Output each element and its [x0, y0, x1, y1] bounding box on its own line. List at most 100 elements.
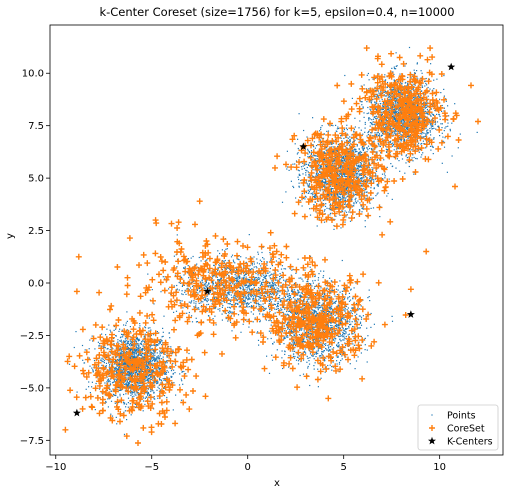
point-marker [208, 283, 210, 285]
point-marker [159, 392, 161, 394]
point-marker [181, 277, 183, 279]
point-marker [242, 286, 244, 288]
point-marker [175, 254, 177, 256]
point-marker [157, 366, 159, 368]
point-marker [240, 256, 242, 258]
point-marker [153, 408, 155, 410]
point-marker [230, 256, 233, 258]
point-marker [125, 393, 127, 395]
point-marker [195, 264, 197, 266]
point-marker [157, 355, 159, 357]
point-marker [223, 261, 225, 263]
point-marker [88, 348, 90, 350]
point-marker [352, 310, 354, 312]
point-marker [238, 280, 240, 283]
point-marker [182, 383, 184, 385]
point-marker [280, 285, 282, 287]
point-marker [360, 318, 363, 320]
point-marker [290, 274, 292, 276]
point-marker [138, 338, 140, 340]
point-marker [313, 324, 315, 326]
point-marker [122, 369, 124, 371]
point-marker [181, 380, 183, 382]
point-marker [230, 312, 232, 314]
point-marker [356, 320, 358, 322]
point-marker [331, 315, 333, 317]
point-marker [149, 344, 151, 347]
point-marker [249, 290, 251, 292]
point-marker [157, 397, 159, 399]
point-marker [247, 294, 249, 296]
point-marker [294, 305, 296, 307]
point-marker [303, 307, 305, 309]
point-marker [212, 276, 214, 278]
point-marker [298, 298, 300, 300]
point-marker [248, 287, 250, 289]
point-marker [324, 356, 326, 358]
point-marker [230, 286, 233, 288]
point-marker [352, 307, 354, 309]
point-marker [234, 277, 237, 279]
point-marker [243, 296, 245, 298]
point-marker [110, 400, 113, 402]
point-marker [229, 306, 231, 308]
point-marker [234, 274, 236, 276]
point-marker [296, 356, 299, 358]
point-marker [89, 339, 91, 341]
point-marker [322, 368, 324, 370]
point-marker [134, 353, 136, 355]
point-marker [221, 283, 223, 286]
point-marker [339, 300, 342, 302]
point-marker [162, 378, 164, 380]
point-marker [295, 294, 297, 296]
point-marker [336, 356, 338, 358]
point-marker [121, 347, 123, 349]
point-marker [302, 339, 304, 341]
point-marker [153, 382, 155, 384]
point-marker [301, 308, 303, 310]
point-marker [325, 288, 327, 290]
point-marker [152, 371, 154, 373]
point-marker [246, 291, 248, 293]
point-marker [146, 367, 149, 370]
point-marker [304, 315, 306, 317]
point-marker [169, 337, 171, 339]
point-marker [331, 290, 333, 292]
point-marker [151, 376, 153, 378]
point-marker [126, 384, 128, 386]
point-marker [325, 285, 327, 287]
point-marker [126, 329, 129, 331]
point-marker [345, 344, 347, 346]
point-marker [122, 401, 125, 403]
point-marker [140, 385, 142, 387]
point-marker [339, 291, 341, 293]
point-marker [153, 359, 155, 361]
point-marker [289, 310, 291, 312]
point-marker [133, 348, 135, 350]
point-marker [218, 284, 221, 286]
point-marker [281, 331, 283, 333]
point-marker [272, 285, 275, 287]
point-marker [190, 301, 192, 303]
point-marker [234, 272, 237, 274]
point-marker [334, 302, 336, 304]
point-marker [104, 382, 106, 384]
point-marker [252, 275, 254, 278]
point-marker [95, 382, 97, 385]
point-marker [88, 386, 90, 388]
point-marker [292, 342, 294, 344]
point-marker [282, 297, 284, 299]
point-marker [276, 279, 278, 281]
point-marker [274, 284, 276, 286]
point-marker [288, 310, 290, 313]
point-marker [136, 373, 138, 375]
point-marker [105, 362, 108, 364]
point-marker [348, 348, 350, 350]
point-marker [338, 335, 340, 338]
point-marker [300, 296, 302, 298]
point-marker [336, 345, 338, 347]
point-marker [105, 366, 107, 368]
point-marker [151, 373, 153, 375]
point-marker [247, 295, 249, 297]
point-marker [288, 298, 290, 300]
